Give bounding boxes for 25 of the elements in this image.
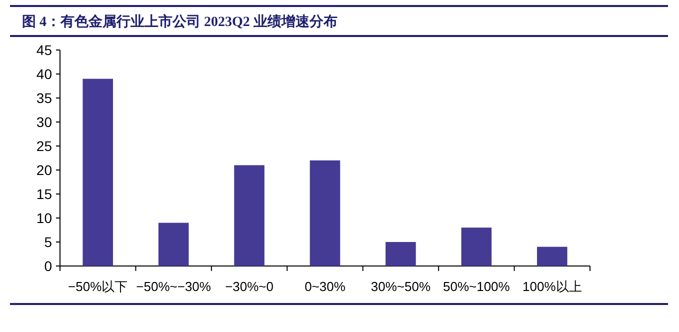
y-tick-label: 10	[36, 210, 52, 226]
x-tick-label: 30%~50%	[370, 279, 431, 294]
bar	[461, 228, 492, 266]
x-tick-label: −50%以下	[68, 279, 128, 294]
chart-title: 图 4：有色金属行业上市公司 2023Q2 业绩增速分布	[22, 13, 338, 30]
bar	[537, 246, 568, 266]
y-tick-label: 30	[36, 114, 52, 130]
bar	[310, 160, 340, 266]
x-tick-label: 50%~100%	[442, 279, 510, 294]
x-tick-label: −50%~−30%	[136, 279, 212, 294]
bar	[234, 165, 264, 266]
bar	[82, 78, 113, 266]
x-tick-label: 100%以上	[522, 279, 582, 294]
x-tick-label: −30%~0	[225, 279, 274, 294]
bar	[158, 222, 189, 266]
y-tick-label: 0	[44, 258, 52, 274]
y-tick-label: 20	[36, 162, 52, 178]
y-tick-label: 5	[44, 234, 52, 250]
y-tick-label: 15	[36, 186, 52, 202]
y-tick-label: 35	[36, 90, 52, 106]
bar	[386, 242, 416, 266]
y-tick-label: 25	[36, 138, 52, 154]
y-tick-label: 45	[36, 42, 52, 58]
y-tick-label: 40	[36, 66, 52, 82]
x-tick-label: 0~30%	[304, 279, 346, 294]
